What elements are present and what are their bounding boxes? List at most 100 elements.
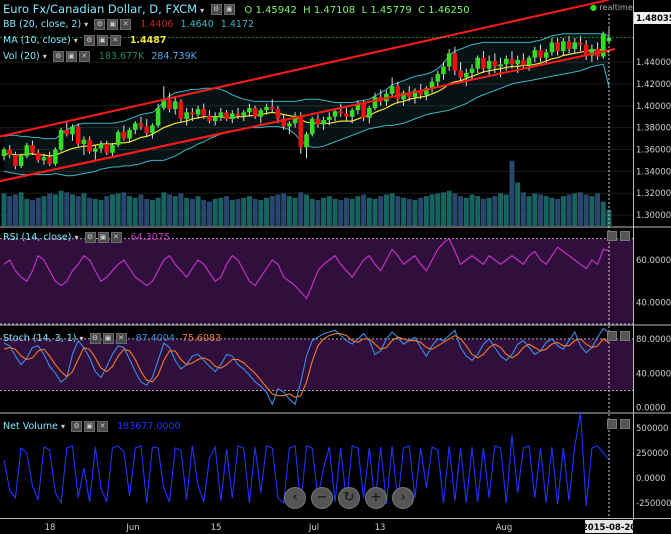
netvol-legend-label[interactable]: Net Volume xyxy=(3,421,59,432)
ma-dropdown-icon[interactable]: ▾ xyxy=(73,36,78,45)
scroll-right-icon[interactable]: › xyxy=(392,487,414,509)
candle-body xyxy=(201,109,207,116)
candle-body xyxy=(543,52,549,58)
rsi-tick-label: 60.0000 xyxy=(636,256,671,266)
volume-bar xyxy=(30,199,36,226)
volume-bar xyxy=(144,198,150,226)
candle-body xyxy=(538,50,543,58)
rsi-close-icon[interactable]: ✕ xyxy=(110,232,122,243)
rsi-pane-collapse-icon[interactable] xyxy=(620,231,630,241)
candle-body xyxy=(412,90,418,98)
scroll-left-icon[interactable]: ‹ xyxy=(284,487,306,509)
bb-dropdown-icon[interactable]: ▾ xyxy=(84,20,89,29)
vol-hide-icon[interactable]: ▣ xyxy=(65,51,77,62)
volume-bar xyxy=(532,193,538,226)
volume-bar xyxy=(423,196,429,226)
netvol-dropdown-icon[interactable]: ▾ xyxy=(61,422,66,431)
netvol-settings-icon[interactable]: ⚙ xyxy=(71,421,83,432)
volume-bar xyxy=(452,193,458,226)
volume-bar xyxy=(572,193,578,226)
netvol-pane-maximize-icon[interactable] xyxy=(607,419,617,429)
ma-hide-icon[interactable]: ▣ xyxy=(96,35,108,46)
candle-body xyxy=(361,103,366,118)
candle-body xyxy=(224,112,229,119)
volume-bar xyxy=(549,197,555,226)
bb-value-upper: 1.4640 xyxy=(180,19,214,30)
netvol-pane-collapse-icon[interactable] xyxy=(620,419,630,429)
rsi-legend-label[interactable]: RSI (14, close) xyxy=(3,232,72,243)
ohlc-close-key: C xyxy=(418,5,426,16)
bb-hide-icon[interactable]: ▣ xyxy=(107,19,119,30)
stoch-close-icon[interactable]: ✕ xyxy=(115,333,127,344)
ma-value: 1.4487 xyxy=(129,35,167,46)
candle-body xyxy=(287,123,292,127)
vol-settings-icon[interactable]: ⚙ xyxy=(52,51,64,62)
volume-bar xyxy=(583,194,589,226)
stoch-dropdown-icon[interactable]: ▾ xyxy=(79,334,84,343)
stoch-tick-label: 0.0000 xyxy=(636,404,666,414)
copy-icon[interactable]: ▣ xyxy=(223,4,235,15)
ma-legend-label[interactable]: MA (10, close) xyxy=(3,35,71,46)
candle-body xyxy=(446,53,452,67)
volume-bar xyxy=(167,194,173,226)
symbol-title[interactable]: Euro Fx/Canadian Dollar, D, FXCM xyxy=(3,2,198,16)
zoom-out-icon[interactable]: − xyxy=(311,487,333,509)
settings-icon[interactable]: ⚙ xyxy=(210,4,222,15)
candle-body xyxy=(161,100,167,108)
ohlc-low-key: L xyxy=(361,5,368,16)
vol-close-icon[interactable]: ✕ xyxy=(78,51,90,62)
ohlc-open: 1.45942 xyxy=(255,5,297,16)
candle-body xyxy=(429,81,435,89)
bb-legend-label[interactable]: BB (20, close, 2) xyxy=(3,19,82,30)
rsi-dropdown-icon[interactable]: ▾ xyxy=(74,233,79,242)
netvol-close-icon[interactable]: ✕ xyxy=(97,421,109,432)
stoch-legend: Stoch (14, 3, 1) ▾ ⚙ ▣ ✕ 87.4004 75.6083 xyxy=(3,333,221,344)
volume-bar xyxy=(412,199,418,226)
candle-body xyxy=(41,157,47,161)
netvol-tick-label: 0.0000 xyxy=(636,474,666,484)
vol-dropdown-icon[interactable]: ▾ xyxy=(42,52,47,61)
bb-settings-icon[interactable]: ⚙ xyxy=(94,19,106,30)
candle-body xyxy=(475,57,481,69)
price-tick-label: 1.38000 xyxy=(636,124,671,134)
candle-body xyxy=(58,129,64,150)
candle-body xyxy=(18,156,24,166)
candle-body xyxy=(218,112,224,117)
vol-legend-label[interactable]: Vol (20) xyxy=(3,51,40,62)
ohlc-high-key: H xyxy=(303,5,311,16)
volume-bar xyxy=(560,196,566,226)
candle-body xyxy=(469,68,475,74)
candle-body xyxy=(104,144,110,153)
candle-body xyxy=(93,148,98,152)
channel-outer-line xyxy=(0,129,233,183)
rsi-settings-icon[interactable]: ⚙ xyxy=(84,232,96,243)
candle-body xyxy=(212,116,218,122)
candle-body xyxy=(452,53,458,71)
stoch-settings-icon[interactable]: ⚙ xyxy=(89,333,101,344)
bb-close-icon[interactable]: ✕ xyxy=(120,19,132,30)
stoch-d-value: 75.6083 xyxy=(181,333,222,344)
stoch-legend-label[interactable]: Stoch (14, 3, 1) xyxy=(3,333,77,344)
stoch-hide-icon[interactable]: ▣ xyxy=(102,333,114,344)
symbol-dropdown-icon[interactable]: ▾ xyxy=(200,6,205,15)
volume-bar xyxy=(155,197,161,226)
stoch-pane-collapse-icon[interactable] xyxy=(620,331,630,341)
zoom-in-icon[interactable]: + xyxy=(365,487,387,509)
volume-bar xyxy=(435,193,441,226)
volume-bar xyxy=(498,193,504,226)
volume-bar xyxy=(343,197,349,226)
volume-bar xyxy=(132,197,138,226)
ma-close-icon[interactable]: ✕ xyxy=(109,35,121,46)
netvol-legend: Net Volume ▾ ⚙ ▣ ✕ 183677.0000 xyxy=(3,421,181,432)
ma-settings-icon[interactable]: ⚙ xyxy=(83,35,95,46)
volume-bar xyxy=(577,192,583,226)
reset-view-icon[interactable]: ↻ xyxy=(338,487,360,509)
netvol-hide-icon[interactable]: ▣ xyxy=(84,421,96,432)
rsi-pane-maximize-icon[interactable] xyxy=(607,231,617,241)
rsi-hide-icon[interactable]: ▣ xyxy=(97,232,109,243)
candle-body xyxy=(30,145,35,153)
volume-bar xyxy=(446,190,452,226)
stoch-pane-maximize-icon[interactable] xyxy=(607,331,617,341)
volume-bar xyxy=(184,197,190,226)
